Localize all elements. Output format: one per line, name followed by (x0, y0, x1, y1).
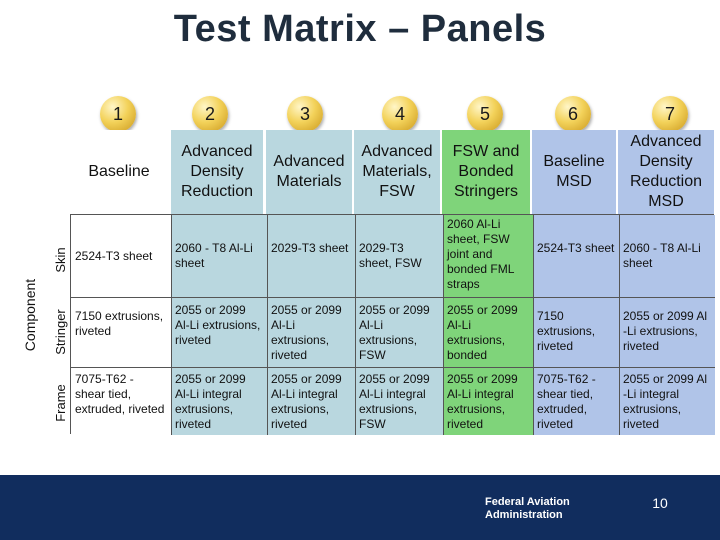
row-label-frame: Frame (53, 384, 68, 422)
grid-divider (619, 215, 620, 435)
cell-skin-1: 2524-T3 sheet (71, 215, 171, 297)
column-number-2: 2 (192, 96, 228, 132)
column-number-5: 5 (467, 96, 503, 132)
cell-frame-1: 7075-T62 - shear tied, extruded, riveted (71, 367, 171, 435)
column-header-advanced-materials-fsw: Advanced Materials, FSW (354, 130, 440, 214)
faa-wordmark: Federal Aviation Administration (485, 496, 570, 521)
column-number-6: 6 (555, 96, 591, 132)
grid-divider (171, 215, 172, 435)
cell-stringer-1: 7150 extrusions, riveted (71, 297, 171, 367)
column-number-4: 4 (382, 96, 418, 132)
slide-title: Test Matrix – Panels (173, 8, 547, 50)
cell-skin-4: 2029-T3 sheet, FSW (355, 215, 443, 297)
cell-stringer-5: 2055 or 2099 Al-Li extrusions, bonded (443, 297, 533, 367)
row-label-skin: Skin (53, 247, 68, 273)
cell-skin-7: 2060 - T8 Al-Li sheet (619, 215, 715, 297)
grid-divider (267, 215, 268, 435)
grid-divider (443, 215, 444, 435)
cell-skin-5: 2060 Al-Li sheet, FSW joint and bonded F… (443, 215, 533, 297)
cell-skin-6: 2524-T3 sheet (533, 215, 619, 297)
test-matrix-table: 2524-T3 sheet 2060 - T8 Al-Li sheet 2029… (70, 214, 715, 435)
column-header-fsw-bonded-stringers: FSW and Bonded Stringers (442, 130, 530, 214)
cell-stringer-7: 2055 or 2099 Al -Li extrusions, riveted (619, 297, 715, 367)
row-label-stringer: Stringer (53, 309, 68, 355)
grid-divider (355, 215, 356, 435)
cell-frame-5: 2055 or 2099 Al-Li integral extrusions, … (443, 367, 533, 435)
cell-stringer-3: 2055 or 2099 Al-Li extrusions, riveted (267, 297, 355, 367)
column-header-advanced-density-reduction: Advanced Density Reduction (171, 130, 263, 214)
grid-divider (533, 215, 534, 435)
cell-skin-2: 2060 - T8 Al-Li sheet (171, 215, 267, 297)
grid-divider (71, 297, 715, 298)
column-header-baseline-msd: Baseline MSD (532, 130, 616, 214)
cell-frame-6: 7075-T62 - shear tied, extruded, riveted (533, 367, 619, 435)
cell-stringer-4: 2055 or 2099 Al-Li extrusions, FSW (355, 297, 443, 367)
column-header-advanced-materials: Advanced Materials (266, 130, 352, 214)
cell-stringer-2: 2055 or 2099 Al-Li extrusions, riveted (171, 297, 267, 367)
cell-stringer-6: 7150 extrusions, riveted (533, 297, 619, 367)
cell-skin-3: 2029-T3 sheet (267, 215, 355, 297)
grid-divider (71, 367, 715, 368)
cell-frame-7: 2055 or 2099 Al -Li integral extrusions,… (619, 367, 715, 435)
cell-frame-4: 2055 or 2099 Al-Li integral extrusions, … (355, 367, 443, 435)
cell-frame-3: 2055 or 2099 Al-Li integral extrusions, … (267, 367, 355, 435)
footer-bar (0, 475, 720, 540)
component-axis-label: Component (22, 278, 38, 352)
column-number-7: 7 (652, 96, 688, 132)
column-number-3: 3 (287, 96, 323, 132)
column-number-1: 1 (100, 96, 136, 132)
column-header-advanced-density-reduction-msd: Advanced Density Reduction MSD (618, 130, 714, 214)
page-number: 10 (652, 495, 668, 511)
cell-frame-2: 2055 or 2099 Al-Li integral extrusions, … (171, 367, 267, 435)
column-header-baseline: Baseline (70, 130, 168, 214)
